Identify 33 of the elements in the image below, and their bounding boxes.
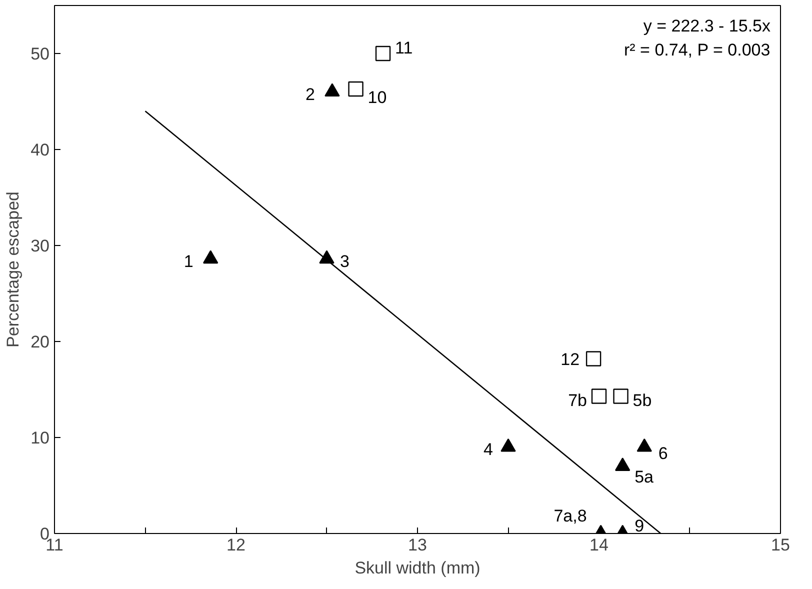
- x-tick-label: 13: [408, 536, 427, 554]
- point: [614, 458, 630, 471]
- y-tick-label: 10: [30, 428, 50, 448]
- annotation: 2: [305, 84, 315, 104]
- annotation: 7a,8: [554, 506, 587, 526]
- y-tick-label: 50: [30, 44, 50, 64]
- point: [375, 46, 391, 62]
- annotation: 3: [340, 252, 350, 271]
- point: [500, 438, 516, 452]
- annotation: 5b: [632, 391, 652, 410]
- annotation: y = 222.3 - 15.5x: [643, 16, 771, 36]
- annotation: 1: [184, 252, 194, 271]
- x-tick-label: 15: [771, 536, 790, 554]
- point: [348, 81, 364, 97]
- annotation: 7b: [568, 391, 588, 410]
- point: [202, 250, 218, 264]
- annotation: 11: [395, 38, 413, 58]
- y-axis-title: Percentage escaped: [4, 192, 23, 348]
- y-tick-label: 40: [30, 140, 50, 160]
- x-axis-title: Skull width (mm): [354, 558, 480, 578]
- point: [636, 438, 652, 452]
- annotation: 4: [484, 440, 493, 460]
- y-tick-label: 30: [30, 236, 50, 256]
- point: [324, 83, 340, 97]
- annotation: 5a: [634, 467, 654, 486]
- x-tick-label: 12: [226, 536, 246, 554]
- y-tick-label: 20: [30, 332, 50, 352]
- annotation: 6: [658, 444, 668, 464]
- annotation: 9: [634, 516, 644, 536]
- annotation: r² = 0.74, P = 0.003: [624, 40, 770, 60]
- x-tick-label: 14: [590, 536, 608, 554]
- annotation: 12: [560, 350, 580, 369]
- annotation: 10: [368, 88, 387, 108]
